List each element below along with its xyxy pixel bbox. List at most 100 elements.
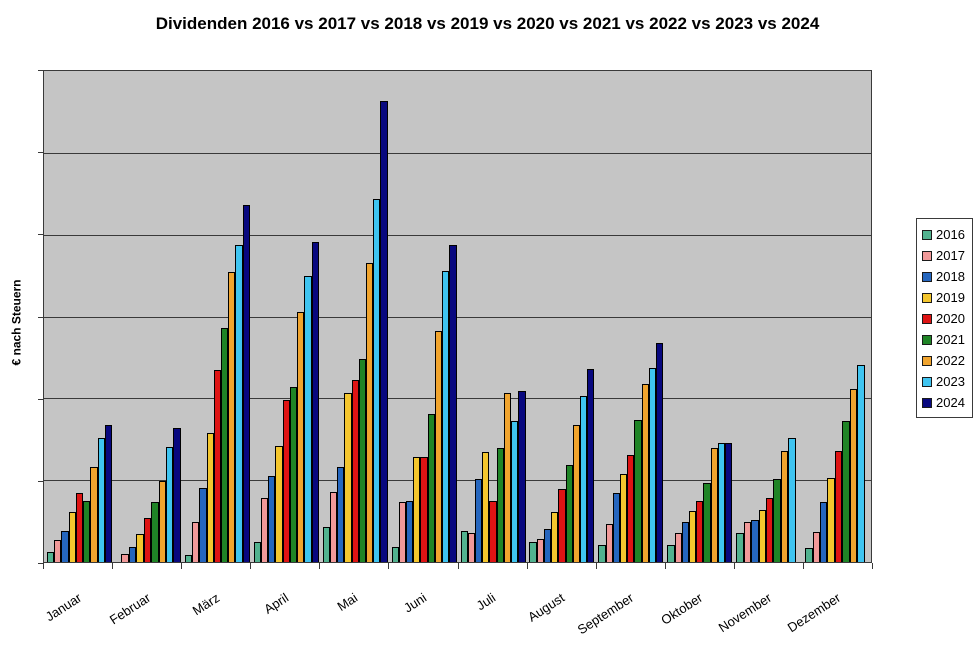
bar-2024-mai (380, 101, 388, 562)
bar-2017-dezember (812, 531, 821, 562)
bar-2017-oktober (674, 533, 682, 562)
legend: 2016 2017 2018 2019 2020 2021 2022 2023 2024 (916, 218, 973, 418)
y-axis-tick (38, 234, 43, 236)
bar-2023-januar (97, 438, 105, 562)
bar-2023-juni (442, 270, 450, 562)
bar-2019-april (275, 445, 283, 562)
bar-2022-april (297, 312, 305, 562)
x-axis-tick (388, 563, 390, 569)
legend-entry-2018: 2018 (922, 266, 972, 287)
bar-2021-juli (496, 448, 504, 562)
bar-2023-mai (373, 198, 381, 562)
bar-2022-januar (90, 467, 98, 562)
bar-2017-juli (467, 533, 475, 562)
x-axis-tick (319, 563, 321, 569)
legend-swatch-2022 (922, 355, 932, 366)
bar-2022-oktober (710, 448, 718, 562)
bar-2018-januar (61, 530, 69, 562)
legend-label: 2016 (936, 227, 965, 242)
x-axis-tick (181, 563, 183, 569)
y-axis-tick (38, 398, 43, 400)
bar-2018-april (268, 476, 276, 562)
legend-swatch-2024 (922, 397, 932, 408)
month-group-januar (44, 71, 113, 562)
bar-2017-mai (329, 492, 338, 562)
bar-2016-juni (391, 547, 399, 562)
bar-2023-märz (235, 245, 243, 562)
bar-2022-juli (503, 392, 512, 562)
bar-2022-mai (366, 263, 374, 562)
month-group-juli (458, 71, 527, 562)
legend-entry-2021: 2021 (922, 329, 972, 350)
legend-entry-2022: 2022 (922, 350, 972, 371)
x-axis-tick (872, 563, 873, 569)
bar-2016-juli (460, 530, 468, 562)
bar-2021-juni (427, 413, 435, 562)
bar-2016-august (529, 542, 537, 562)
y-axis-tick (38, 152, 43, 154)
x-axis-tick (733, 563, 735, 569)
bar-2019-juni (413, 457, 421, 562)
bar-2016-januar (47, 552, 55, 562)
bar-2024-juli (518, 390, 526, 562)
month-group-mai (320, 71, 389, 562)
bar-2016-mai (322, 526, 330, 562)
bar-2021-dezember (842, 421, 850, 562)
bar-2022-februar (158, 481, 166, 562)
bar-2017-september (605, 524, 613, 562)
bar-2017-februar (121, 553, 129, 562)
bar-2019-mai (344, 392, 352, 562)
legend-label: 2024 (936, 395, 965, 410)
bar-2020-juni (420, 457, 428, 562)
legend-swatch-2021 (922, 334, 932, 345)
legend-entry-2023: 2023 (922, 371, 972, 392)
y-axis-tick (38, 70, 43, 71)
chart-title: Dividenden 2016 vs 2017 vs 2018 vs 2019 … (155, 14, 820, 33)
bar-2016-september (598, 544, 606, 562)
bar-2024-juni (449, 244, 457, 562)
x-axis-tick (664, 563, 666, 569)
legend-swatch-2017 (922, 250, 932, 261)
bar-2024-januar (104, 424, 112, 562)
bar-2022-august (572, 424, 580, 562)
bar-2023-november (788, 437, 796, 562)
bar-2018-dezember (820, 502, 828, 562)
month-group-april (251, 71, 320, 562)
month-group-juni (389, 71, 458, 562)
legend-swatch-2016 (922, 229, 932, 240)
legend-swatch-2023 (922, 376, 932, 387)
bar-2017-august (536, 539, 544, 562)
bar-2021-februar (151, 502, 159, 562)
y-axis-label: € nach Steuern (9, 279, 24, 366)
bar-2018-märz (199, 487, 207, 562)
bar-2020-november (765, 498, 774, 562)
bar-2019-september (620, 473, 628, 562)
bar-2020-mai (351, 379, 359, 562)
gridline (44, 152, 871, 154)
x-axis-tick (112, 563, 114, 569)
x-axis-tick (802, 563, 804, 569)
gridline (44, 480, 871, 482)
bar-2018-juni (406, 500, 414, 562)
legend-entry-2024: 2024 (922, 392, 972, 413)
bar-2017-märz (192, 521, 200, 562)
legend-label: 2018 (936, 269, 965, 284)
legend-label: 2022 (936, 353, 965, 368)
month-group-dezember (802, 71, 871, 562)
bar-2020-august (558, 489, 566, 562)
bar-2018-oktober (681, 521, 689, 562)
bar-2021-mai (358, 359, 366, 562)
legend-label: 2023 (936, 374, 965, 389)
x-axis-tick (595, 563, 597, 569)
bar-2020-dezember (834, 450, 843, 562)
bar-2018-august (543, 529, 552, 562)
bar-2017-juni (398, 502, 407, 562)
bar-2017-april (260, 498, 269, 562)
bar-2020-januar (75, 493, 84, 562)
bar-2016-märz (184, 554, 193, 562)
legend-swatch-2019 (922, 292, 932, 303)
bar-2024-september (656, 342, 664, 562)
bar-2022-september (641, 383, 649, 562)
bar-2019-juli (482, 452, 490, 562)
